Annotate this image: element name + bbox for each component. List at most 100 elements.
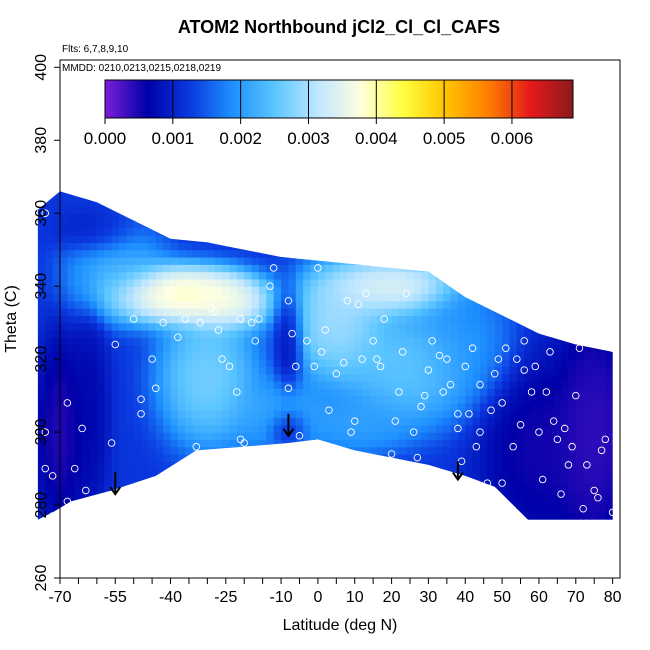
heatmap-cell	[524, 512, 533, 520]
heatmap-cell	[398, 417, 407, 426]
heatmap-cell	[568, 293, 577, 302]
heatmap-cell	[74, 381, 83, 389]
heatmap-cell	[413, 286, 422, 295]
heatmap-cell	[531, 278, 540, 287]
heatmap-cell	[96, 490, 105, 499]
heatmap-cell	[222, 505, 231, 513]
heatmap-cell	[516, 235, 525, 243]
heatmap-cell	[538, 424, 547, 433]
heatmap-cell	[332, 191, 341, 192]
heatmap-cell	[465, 227, 474, 236]
heatmap-cell	[177, 300, 186, 309]
heatmap-cell	[553, 453, 562, 462]
heatmap-cell	[295, 271, 304, 280]
heatmap-cell	[347, 205, 356, 214]
heatmap-cell	[406, 235, 415, 243]
heatmap-cell	[487, 205, 496, 214]
heatmap-cell	[60, 395, 68, 404]
heatmap-cell	[118, 497, 127, 506]
heatmap-cell	[561, 220, 570, 229]
heatmap-cell	[155, 220, 164, 229]
heatmap-cell	[620, 425, 628, 433]
heatmap-cell	[435, 512, 444, 520]
heatmap-cell	[502, 446, 511, 455]
heatmap-cell	[288, 410, 297, 419]
heatmap-cell	[553, 242, 562, 251]
heatmap-cell	[428, 242, 437, 251]
heatmap-cell	[597, 220, 606, 229]
heatmap-cell	[421, 235, 430, 243]
heatmap-cell	[538, 453, 547, 462]
heatmap-cell	[155, 359, 164, 368]
heatmap-cell	[126, 505, 135, 513]
heatmap-cell	[421, 213, 430, 222]
heatmap-cell	[428, 432, 437, 440]
heatmap-cell	[516, 483, 525, 492]
heatmap-cell	[288, 505, 297, 513]
heatmap-cell	[222, 395, 231, 404]
heatmap-cell	[295, 329, 304, 338]
heatmap-cell	[413, 410, 422, 419]
heatmap-cell	[214, 315, 223, 324]
heatmap-cell	[428, 198, 437, 207]
heatmap-cell	[89, 177, 97, 185]
heatmap-cell	[170, 213, 179, 222]
heatmap-cell	[303, 227, 312, 236]
heatmap-cell	[597, 235, 606, 243]
heatmap-cell	[303, 432, 312, 440]
heatmap-cell	[229, 439, 238, 448]
heatmap-cell	[229, 293, 238, 302]
heatmap-cell	[494, 432, 503, 440]
heatmap-cell	[502, 329, 511, 338]
heatmap-cell	[67, 220, 76, 229]
heatmap-cell	[531, 300, 540, 309]
heatmap-cell	[67, 483, 76, 492]
heatmap-cell	[325, 359, 334, 368]
heatmap-cell	[376, 417, 385, 426]
heatmap-cell	[435, 235, 444, 243]
heatmap-cell	[244, 205, 253, 214]
heatmap-cell	[384, 205, 393, 214]
heatmap-cell	[384, 520, 392, 528]
heatmap-cell	[82, 424, 91, 433]
heatmap-cell	[207, 278, 216, 287]
heatmap-cell	[546, 439, 555, 448]
heatmap-cell	[590, 432, 599, 440]
heatmap-cell	[82, 329, 91, 338]
heatmap-cell	[384, 395, 393, 404]
heatmap-cell	[391, 381, 400, 389]
heatmap-cell	[89, 468, 98, 477]
heatmap-cell	[214, 191, 223, 200]
heatmap-cell	[553, 395, 562, 404]
heatmap-cell	[509, 191, 518, 200]
heatmap-cell	[148, 191, 157, 200]
heatmap-cell	[575, 329, 584, 338]
heatmap-cell	[516, 461, 525, 470]
heatmap-cell	[82, 453, 91, 462]
heatmap-cell	[74, 439, 83, 448]
heatmap-cell	[465, 191, 474, 200]
heatmap-cell	[200, 395, 208, 404]
heatmap-cell	[487, 242, 496, 251]
heatmap-cell	[546, 351, 555, 360]
heatmap-cell	[155, 432, 164, 440]
heatmap-cell	[317, 351, 326, 360]
heatmap-cell	[568, 446, 577, 455]
heatmap-cell	[303, 388, 312, 397]
heatmap-cell	[502, 198, 511, 207]
heatmap-cell	[163, 497, 172, 506]
observation-point	[288, 329, 296, 338]
heatmap-cell	[605, 205, 613, 214]
heatmap-cell	[406, 191, 415, 192]
heatmap-cell	[384, 235, 393, 243]
heatmap-cell	[295, 227, 304, 236]
heatmap-cell	[236, 395, 245, 404]
heatmap-cell	[317, 198, 326, 207]
heatmap-cell	[457, 191, 466, 192]
heatmap-cell	[163, 475, 172, 484]
heatmap-cell	[612, 417, 613, 426]
heatmap-cell	[192, 278, 201, 287]
heatmap-cell	[472, 424, 481, 433]
heatmap-cell	[325, 235, 334, 243]
heatmap-cell	[163, 242, 172, 251]
